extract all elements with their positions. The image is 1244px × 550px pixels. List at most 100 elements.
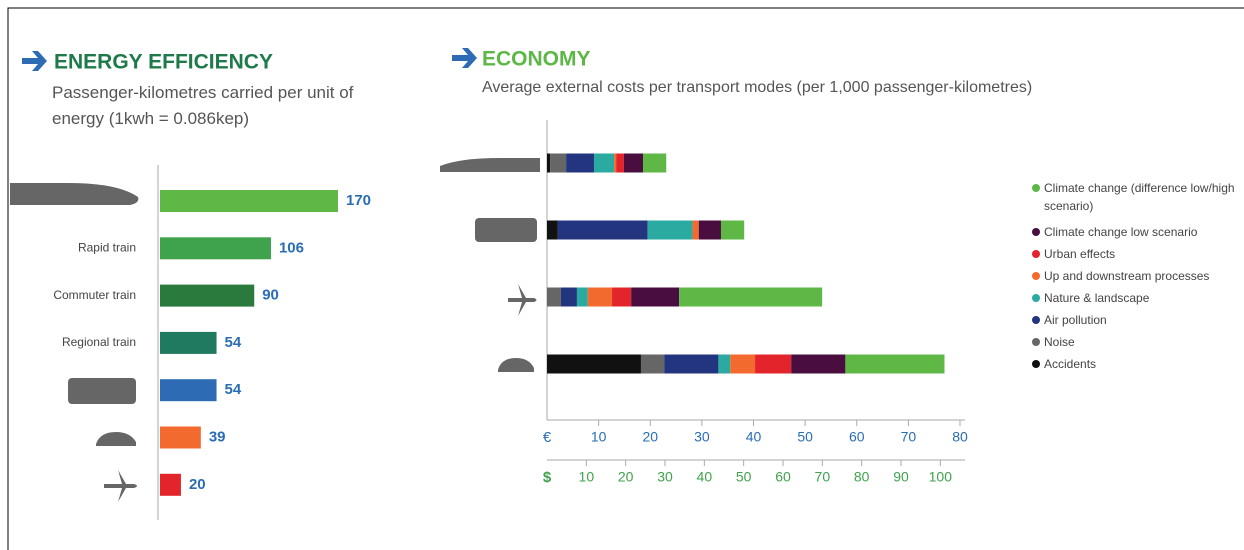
value-label: 54 [225, 381, 242, 398]
bar-segment [647, 220, 693, 240]
x-tick-label: 50 [797, 429, 813, 445]
icons [10, 158, 540, 502]
bar [160, 379, 217, 402]
bar-segment [730, 354, 756, 374]
car-icon [96, 432, 136, 446]
legend-swatch [1032, 250, 1040, 258]
category-label: Rapid train [78, 240, 136, 254]
chart-subtitle: Average external costs per transport mod… [482, 79, 1032, 96]
bar-segment [643, 153, 667, 173]
bar-segment [791, 354, 846, 374]
legend-box: Noise [1044, 335, 1075, 349]
legend-swatch [1032, 228, 1040, 236]
legend-box: Accidents [1044, 357, 1097, 371]
x2-tick-label: 70 [815, 469, 831, 485]
category-label: Regional train [62, 335, 136, 349]
value-label: 170 [346, 192, 371, 209]
plane-icon [104, 470, 137, 502]
x2-axis-label: $ [543, 469, 552, 486]
chart-title: ENERGY EFFICIENCY [54, 51, 273, 74]
arrow-icon [22, 51, 47, 71]
bus-icon [68, 378, 136, 404]
bar-segment [566, 153, 594, 173]
legend-label: Nature & landscape [1044, 291, 1150, 305]
x-tick-label: 10 [591, 429, 607, 445]
bar-segment [547, 153, 551, 173]
legend-label: Urban effects [1044, 247, 1116, 261]
bar-segment [616, 153, 624, 173]
bar-segment [614, 153, 617, 173]
bar [160, 473, 181, 496]
legend-box: Urban effects [1044, 247, 1116, 261]
bar-segment [547, 354, 641, 374]
chart-subtitle: Passenger-kilometres carried per unit of… [52, 83, 354, 128]
bar-segment [550, 153, 567, 173]
legend-swatch [1032, 294, 1040, 302]
legend-label: Air pollution [1044, 313, 1107, 327]
bar-segment [692, 220, 699, 240]
chart-title: ECONOMY [482, 48, 591, 71]
value-label: 54 [225, 334, 242, 351]
x2-tick-label: 10 [579, 469, 595, 485]
x2-tick-label: 50 [736, 469, 752, 485]
legend-label: Accidents [1044, 357, 1097, 371]
bar-segment [631, 287, 680, 307]
bar-segment [664, 354, 719, 374]
legend-label: Noise [1044, 335, 1075, 349]
legend-swatch [1032, 316, 1040, 324]
plane-icon [508, 284, 537, 316]
bar-segment [845, 354, 945, 374]
train-icon [10, 183, 139, 205]
x-tick-label: 20 [642, 429, 658, 445]
frame [7, 7, 1244, 550]
legend-box: Nature & landscape [1044, 291, 1150, 305]
bar-segment [718, 354, 731, 374]
bar-segment [576, 287, 588, 307]
bar [160, 237, 271, 260]
x-tick-label: 70 [901, 429, 917, 445]
car-icon [498, 358, 534, 372]
bar-segment [547, 220, 558, 240]
value-label: 20 [189, 476, 206, 493]
bar-segment [640, 354, 665, 374]
value-label: 106 [279, 239, 304, 256]
bar-segment [623, 153, 644, 173]
legend-label: Climate change (difference low/high scen… [1044, 181, 1235, 213]
bar [160, 284, 255, 307]
bar-segment [547, 287, 561, 307]
bar [160, 331, 217, 354]
train-icon [440, 158, 540, 172]
bar [160, 190, 338, 212]
legend-box: Climate change (difference low/high scen… [1044, 181, 1235, 213]
legend-box: Air pollution [1044, 313, 1107, 327]
legend-label: Climate change low scenario [1044, 225, 1198, 239]
bar-segment [679, 287, 823, 307]
value-label: 90 [262, 287, 279, 304]
legend-swatch [1032, 338, 1040, 346]
bar-segment [557, 220, 648, 240]
x2-tick-label: 20 [618, 469, 634, 485]
x-tick-label: 80 [952, 429, 968, 445]
legend-label: Up and downstream processes [1044, 269, 1210, 283]
x2-tick-label: 100 [929, 469, 953, 485]
legend-swatch [1032, 272, 1040, 280]
x-tick-label: 40 [746, 429, 762, 445]
legend-box: Up and downstream processes [1044, 269, 1210, 283]
bar-segment [560, 287, 577, 307]
bar [160, 426, 201, 449]
x2-tick-label: 60 [775, 469, 791, 485]
legend-swatch [1032, 184, 1040, 192]
x2-tick-label: 40 [697, 469, 713, 485]
bar-segment [720, 220, 745, 240]
x2-tick-label: 30 [657, 469, 673, 485]
x-tick-label: 60 [849, 429, 865, 445]
value-label: 39 [209, 428, 226, 445]
bar-segment [612, 287, 632, 307]
subtitle-box: Passenger-kilometres carried per unit of… [52, 83, 354, 128]
x-tick-label: 30 [694, 429, 710, 445]
legend-swatch [1032, 360, 1040, 368]
bar-segment [593, 153, 615, 173]
x2-tick-label: 90 [893, 469, 909, 485]
category-label: Commuter train [53, 288, 136, 302]
